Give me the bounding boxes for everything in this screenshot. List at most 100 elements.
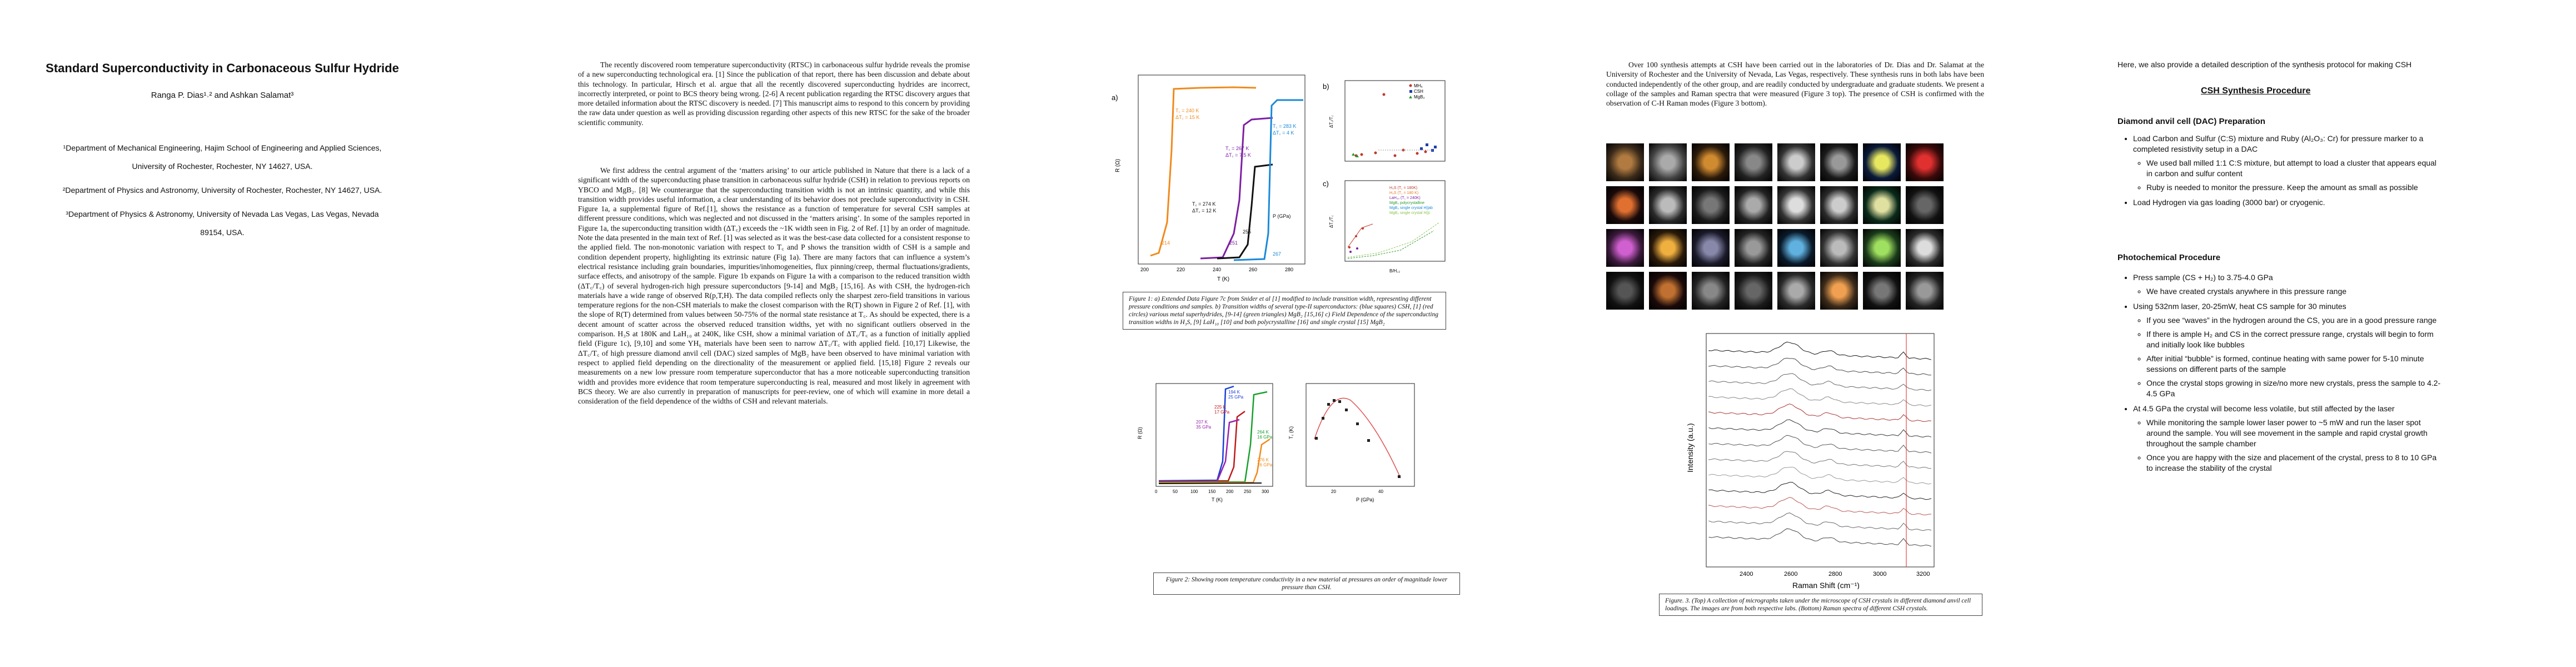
figure-2a-resistance-plot: R (Ω) T (K) 0 50 100 150 200 250 300 194… — [1137, 383, 1273, 502]
raman-spectrum-line — [1708, 497, 1932, 516]
legend-entry: MgB₂ — [1414, 94, 1425, 99]
raman-spectrum-line — [1708, 373, 1932, 391]
photochemical-section-title: Photochemical Procedure — [2117, 253, 2221, 262]
x-tick-label: 20 — [1331, 489, 1336, 494]
series-line — [1347, 223, 1373, 248]
annotation: T꜀ = 283 K — [1273, 123, 1296, 129]
x-tick-label: 300 — [1262, 489, 1269, 494]
list-item: Ruby is needed to monitor the pressure. … — [2146, 182, 2444, 193]
annotation: 207 K — [1196, 420, 1208, 425]
page-2: The recently discovered room temperature… — [578, 0, 1012, 667]
panel-label: b) — [1323, 82, 1329, 91]
plot-frame — [1344, 80, 1446, 162]
step-text: While monitoring the sample lower laser … — [2146, 418, 2428, 448]
paragraph-transition-width: We first address the central argument of… — [578, 166, 970, 406]
micrograph-image — [1820, 186, 1858, 224]
micrograph-image — [1606, 186, 1644, 224]
micrograph-image — [1692, 229, 1730, 267]
x-tick-label: 200 — [1226, 489, 1234, 494]
x-tick-label: 240 — [1213, 267, 1221, 272]
micrograph-image — [1735, 186, 1772, 224]
intro-text: Here, we also provide a detailed descrip… — [2117, 60, 2412, 69]
micrograph-image — [1606, 229, 1644, 267]
raman-spectrum-line — [1708, 528, 1932, 547]
paragraph-intro: The recently discovered room temperature… — [578, 61, 970, 127]
annotation: T꜀ = 274 K — [1192, 201, 1215, 207]
x-tick-label: 200 — [1140, 267, 1149, 272]
annotation: 225 K — [1214, 405, 1227, 410]
figure-1-caption: Figure 1: a) Extended Data Figure 7c fro… — [1123, 292, 1446, 330]
micrograph-image — [1692, 186, 1730, 224]
raman-spectrum-line — [1708, 388, 1932, 407]
y-axis-label: Intensity (a.u.) — [1686, 423, 1695, 472]
micrograph-image — [1735, 143, 1772, 181]
step-text: At 4.5 GPa the crystal will become less … — [2133, 404, 2395, 413]
figure-1b-scatter: b) ΔT꜀/T꜀ MH₆ CSH MgB₂ — [1323, 80, 1446, 162]
figure-1a-resistance-plot: a) R (Ω) T (K) 200 220 240 260 280 T꜀ = … — [1112, 74, 1306, 282]
micrograph-image — [1906, 143, 1944, 181]
x-tick-label: 50 — [1173, 489, 1178, 494]
x-axis-label: P (GPa) — [1356, 497, 1374, 502]
list-item: Once the crystal stops growing in size/n… — [2146, 378, 2444, 399]
legend-entry: MgB₂ single crystal H||c — [1389, 211, 1431, 215]
x-tick-label: 250 — [1244, 489, 1252, 494]
micrograph-image — [1777, 272, 1815, 310]
step-text: If you see “waves” in the hydrogen aroun… — [2146, 316, 2437, 325]
step-text: Once the crystal stops growing in size/n… — [2146, 379, 2441, 398]
micrograph-image — [1606, 272, 1644, 310]
affiliation-line: University of Rochester, Rochester, NY 1… — [132, 162, 313, 171]
curve-255gpa — [1217, 163, 1273, 260]
legend-entry: H₃S (T꜀ = 180 K) — [1389, 191, 1418, 195]
list-item: Load Carbon and Sulfur (C:S) mixture and… — [2133, 133, 2444, 193]
affiliation-line: ²Department of Physics and Astronomy, Un… — [62, 186, 382, 195]
dac-section-title: Diamond anvil cell (DAC) Preparation — [2117, 117, 2265, 126]
x-axis-label: T (K) — [1212, 497, 1223, 502]
y-axis-label: T꜀ (K) — [1288, 426, 1294, 439]
step-text: If there is ample H₂ and CS in the corre… — [2146, 330, 2434, 349]
plot-frame — [1344, 180, 1446, 262]
step-text: After initial “bubble” is formed, contin… — [2146, 354, 2424, 374]
figure-3-raman-spectra: Intensity (a.u.) Raman Shift (cm⁻¹) 2400… — [1686, 333, 1935, 589]
legend-entry: LaH₁₀ (T꜀ = 240K) — [1389, 196, 1421, 200]
raman-spectra-lines — [1708, 341, 1932, 547]
annotation: 25 GPa — [1228, 395, 1244, 400]
legend-entry: MgB₂ single crystal H||ab — [1389, 206, 1433, 210]
x-tick-label: 2400 — [1740, 571, 1753, 578]
figure-2b-tc-vs-pressure: T꜀ (K) P (GPa) 20 40 — [1288, 383, 1415, 502]
step-text: Using 532nm laser, 20-25mW, heat CS samp… — [2133, 302, 2346, 311]
raman-spectrum-line — [1708, 435, 1932, 454]
micrograph-image — [1777, 143, 1815, 181]
annotation: 276 K — [1257, 457, 1269, 462]
y-axis-label: ΔT꜀/T꜀ — [1329, 115, 1334, 128]
step-text: Once you are happy with the size and pla… — [2146, 453, 2437, 472]
step-text: Press sample (CS + H₂) to 3.75-4.0 GPa — [2133, 273, 2273, 282]
step-text: We have created crystals anywhere in thi… — [2146, 287, 2347, 296]
micrograph-image — [1820, 143, 1858, 181]
pressure-label: 267 — [1273, 251, 1281, 257]
step-text: Ruby is needed to monitor the pressure. … — [2146, 183, 2418, 192]
legend-marker — [1409, 84, 1412, 87]
micrograph-image — [1820, 229, 1858, 267]
annotation: ΔT꜀ = 12 K — [1192, 208, 1216, 213]
list-item: We have created crystals anywhere in thi… — [2146, 286, 2444, 297]
series-line — [1347, 230, 1434, 259]
legend-marker — [1409, 90, 1412, 93]
fit-curve — [1314, 397, 1401, 479]
series-line — [1347, 222, 1440, 258]
micrograph-image — [1906, 229, 1944, 267]
x-tick-label: 3000 — [1873, 571, 1886, 578]
list-item: We used ball milled 1:1 C:S mixture, but… — [2146, 158, 2444, 179]
list-item: Once you are happy with the size and pla… — [2146, 452, 2444, 474]
legend-entry: MgB₂ polycrystalline — [1389, 201, 1424, 205]
pressure-label: 255 — [1243, 229, 1251, 235]
raman-spectrum-line — [1708, 357, 1932, 376]
x-tick-label: 40 — [1378, 489, 1383, 494]
legend-entry: H₃S (T꜀ = 180K) — [1389, 186, 1417, 190]
micrograph-image — [1735, 229, 1772, 267]
raman-spectrum-line — [1708, 451, 1932, 469]
curve-267gpa — [1233, 99, 1303, 261]
list-item: If you see “waves” in the hydrogen aroun… — [2146, 315, 2444, 326]
annotation: ΔT꜀ = 4 K — [1273, 130, 1294, 136]
micrograph-image — [1820, 272, 1858, 310]
curve-214gpa — [1150, 86, 1257, 257]
